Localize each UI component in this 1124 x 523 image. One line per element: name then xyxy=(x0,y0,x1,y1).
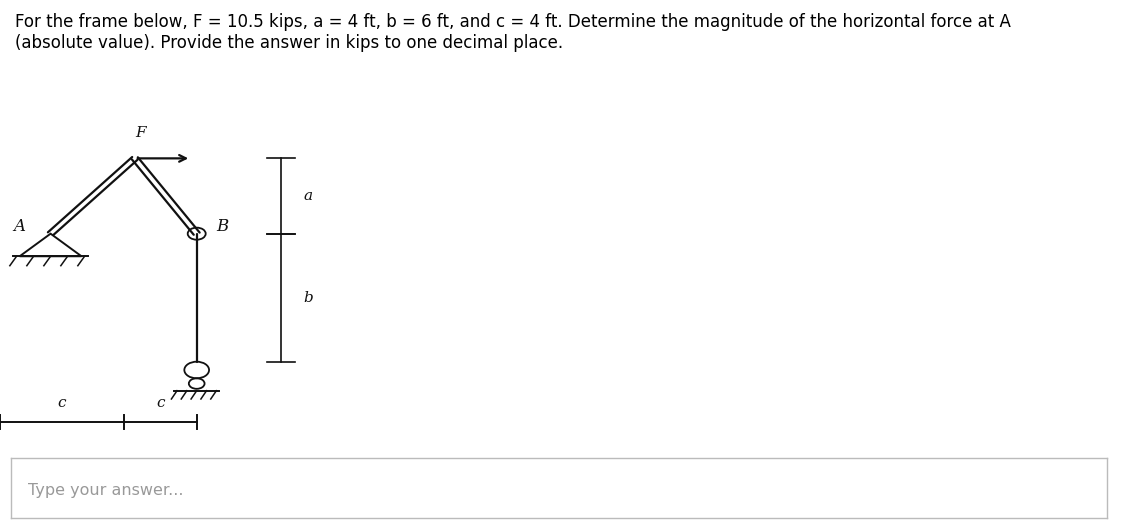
Text: F: F xyxy=(135,126,146,140)
Text: Type your answer...: Type your answer... xyxy=(28,483,183,498)
Text: B: B xyxy=(216,218,228,235)
Circle shape xyxy=(188,228,206,240)
Text: c: c xyxy=(156,396,164,410)
Text: a: a xyxy=(303,189,312,203)
Text: For the frame below, F = 10.5 kips, a = 4 ft, b = 6 ft, and c = 4 ft. Determine : For the frame below, F = 10.5 kips, a = … xyxy=(15,13,1010,31)
Text: (absolute value). Provide the answer in kips to one decimal place.: (absolute value). Provide the answer in … xyxy=(15,34,563,52)
Text: b: b xyxy=(303,291,314,305)
Text: A: A xyxy=(13,218,26,235)
Text: c: c xyxy=(57,396,66,410)
